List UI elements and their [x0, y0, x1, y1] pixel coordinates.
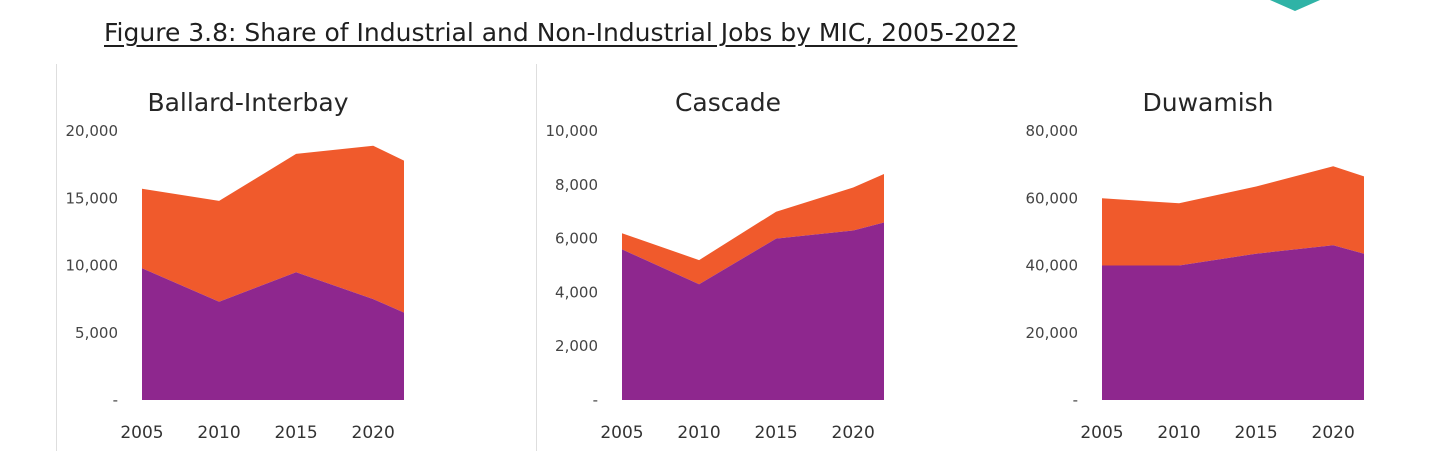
panel-divider	[536, 64, 537, 451]
panel-cascade: Cascade - 2,000 4,000 6,000 8,000 10,000 2005 2…	[536, 64, 1004, 451]
x-tick-label: 2005	[600, 423, 643, 443]
x-tick-label: 2005	[1080, 423, 1123, 443]
y-tick-label: 15,000	[66, 189, 119, 207]
x-tick-label: 2015	[274, 423, 317, 443]
y-tick-label: 10,000	[66, 257, 119, 275]
non_industrial-area	[622, 174, 884, 285]
y-tick-label: 80,000	[1026, 122, 1079, 140]
y-tick-label: 60,000	[1026, 189, 1079, 207]
y-tick-label: 8,000	[555, 176, 598, 194]
cascade-area-chart: - 2,000 4,000 6,000 8,000 10,000 2005 2010 2015 2…	[546, 122, 884, 443]
y-tick-label: 6,000	[555, 230, 598, 248]
figure-title: Figure 3.8: Share of Industrial and Non-…	[104, 18, 1018, 47]
corner-accent-polygon	[1270, 0, 1320, 11]
x-tick-label: 2010	[677, 423, 720, 443]
x-tick-label: 2020	[832, 423, 875, 443]
non_industrial-area	[1102, 166, 1364, 266]
panel-ballard-interbay: Ballard-Interbay - 5,000 10,000 15,000 20,00…	[56, 64, 524, 451]
ballard-interbay-area-chart: - 5,000 10,000 15,000 20,000 2005 2010 2015 2020	[66, 122, 404, 443]
y-tick-label: 20,000	[66, 122, 119, 140]
y-tick-label: -	[593, 391, 598, 409]
x-tick-label: 2015	[1234, 423, 1277, 443]
x-tick-label: 2020	[352, 423, 395, 443]
duwamish-area-chart: - 20,000 40,000 60,000 80,000 2005 2010 2015 202…	[1026, 122, 1364, 443]
chart-title: Ballard-Interbay	[147, 88, 349, 117]
y-tick-label: 5,000	[75, 324, 118, 342]
non_industrial-area	[142, 145, 404, 313]
panel-duwamish: Duwamish - 20,000 40,000 60,000 80,000 2005 20…	[1016, 64, 1456, 451]
y-tick-label: -	[1073, 391, 1078, 409]
y-tick-label: 4,000	[555, 283, 598, 301]
y-tick-label: 40,000	[1026, 257, 1079, 275]
x-tick-label: 2015	[754, 423, 797, 443]
x-tick-label: 2010	[197, 423, 240, 443]
corner-accent-shape	[1270, 0, 1320, 11]
x-tick-label: 2020	[1312, 423, 1355, 443]
x-tick-label: 2010	[1157, 423, 1200, 443]
y-tick-label: 10,000	[546, 122, 599, 140]
industrial-area	[142, 268, 404, 400]
chart-title: Cascade	[674, 88, 782, 117]
y-tick-label: -	[113, 391, 118, 409]
panel-divider	[56, 64, 57, 451]
y-tick-label: 2,000	[555, 337, 598, 355]
x-tick-label: 2005	[120, 423, 163, 443]
y-tick-label: 20,000	[1026, 324, 1079, 342]
chart-title: Duwamish	[1142, 88, 1274, 117]
industrial-area	[622, 222, 884, 400]
industrial-area	[1102, 245, 1364, 400]
